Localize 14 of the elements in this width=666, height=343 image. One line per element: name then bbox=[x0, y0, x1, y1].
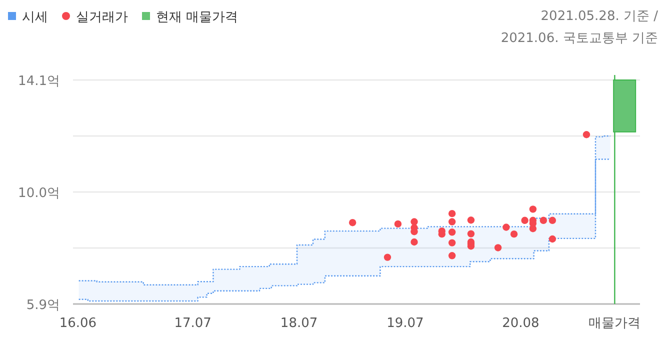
x-tick-label: 20.08 bbox=[502, 316, 540, 331]
y-tick-label: 10.0억 bbox=[18, 186, 60, 201]
y-tick-label: 5.9억 bbox=[26, 298, 60, 313]
legend-label: 실거래가 bbox=[76, 10, 128, 25]
legend-label: 현재 매물가격 bbox=[156, 10, 238, 25]
text: 2021.05.28. 기준 / bbox=[540, 9, 659, 24]
x-tick-label: 19.07 bbox=[386, 316, 424, 331]
x-tick-label: 17.07 bbox=[174, 316, 212, 331]
legend-label: 시세 bbox=[22, 10, 48, 25]
y-tick-label: 14.1억 bbox=[18, 74, 60, 89]
text: 2021.06. 국토교통부 기준 bbox=[500, 31, 658, 46]
x-tick-label: 16.06 bbox=[59, 316, 97, 331]
x-tick-label: 18.07 bbox=[280, 316, 318, 331]
x-tick-label: 매물가격 bbox=[588, 316, 641, 331]
